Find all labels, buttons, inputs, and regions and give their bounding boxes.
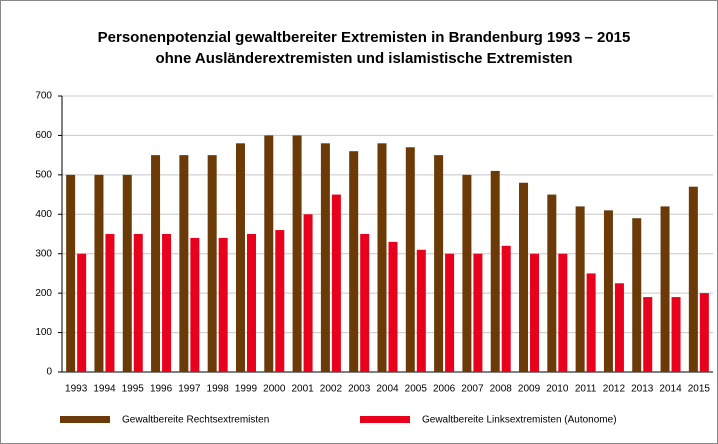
x-tick-label: 2015 (688, 384, 711, 395)
x-tick-label: 2013 (631, 384, 654, 395)
bar (586, 273, 596, 372)
y-tick-label: 200 (35, 288, 52, 299)
bar (77, 253, 87, 372)
x-tick-label: 1999 (235, 384, 258, 395)
x-tick-label: 2000 (263, 384, 286, 395)
bar (603, 210, 613, 372)
x-tick-label: 2008 (490, 384, 513, 395)
legend-label: Gewaltbereite Linksextremisten (Autonome… (422, 415, 617, 426)
bar (519, 182, 529, 372)
bar (105, 234, 115, 372)
bar (490, 170, 500, 372)
x-tick-label: 1993 (65, 384, 88, 395)
x-tick-label: 2005 (405, 384, 428, 395)
bar (558, 253, 568, 372)
bar (501, 245, 511, 372)
y-tick-label: 700 (35, 91, 52, 102)
bar (162, 234, 172, 372)
y-tick-label: 500 (35, 169, 52, 180)
bar (246, 234, 256, 372)
y-tick-label: 100 (35, 327, 52, 338)
bar (235, 143, 245, 372)
bar (699, 293, 709, 372)
bar (218, 237, 228, 372)
bar (530, 253, 540, 372)
bar (303, 214, 313, 372)
x-tick-label: 2010 (546, 384, 569, 395)
y-tick-label: 0 (46, 367, 52, 378)
x-tick-label: 2004 (376, 384, 399, 395)
x-tick-label: 2014 (659, 384, 682, 395)
bar (360, 234, 370, 372)
legend-swatch (360, 416, 410, 423)
x-tick-label: 1998 (207, 384, 230, 395)
bar (331, 194, 341, 372)
bar (264, 135, 274, 372)
x-tick-label: 2003 (348, 384, 371, 395)
bar (377, 143, 387, 372)
y-tick-label: 600 (35, 130, 52, 141)
x-tick-label: 2002 (320, 384, 343, 395)
bar (462, 174, 472, 372)
bar (292, 135, 302, 372)
x-tick-label: 2009 (518, 384, 541, 395)
legend-swatch (60, 416, 110, 423)
x-tick-label: 2011 (575, 384, 597, 395)
bar (632, 218, 642, 372)
bar (688, 186, 698, 372)
x-tick-label: 2007 (461, 384, 484, 395)
x-tick-label: 1997 (178, 384, 201, 395)
x-tick-label: 1994 (93, 384, 116, 395)
bar (133, 234, 143, 372)
bar (660, 206, 670, 372)
bar (66, 174, 76, 372)
bar (151, 155, 161, 372)
bar (405, 147, 415, 372)
bar (349, 151, 359, 372)
bar (643, 297, 653, 372)
bar (434, 155, 444, 372)
y-tick-label: 400 (35, 209, 52, 220)
x-tick-label: 2006 (433, 384, 456, 395)
legend-label: Gewaltbereite Rechtsextremisten (122, 415, 269, 426)
y-tick-label: 300 (35, 248, 52, 259)
bar (320, 143, 330, 372)
bar (547, 194, 557, 372)
bar (94, 174, 104, 372)
bar (575, 206, 585, 372)
bar (445, 253, 455, 372)
bar (388, 241, 398, 372)
bar (207, 155, 217, 372)
bar (122, 174, 132, 372)
bar (179, 155, 189, 372)
bar (190, 237, 200, 372)
bar (473, 253, 483, 372)
chart-subtitle: ohne Ausländerextremisten und islamistis… (155, 50, 572, 67)
x-tick-label: 1996 (150, 384, 173, 395)
chart-title: Personenpotenzial gewaltbereiter Extremi… (98, 29, 631, 46)
x-tick-label: 2001 (291, 384, 314, 395)
bar (275, 230, 285, 372)
bar (614, 283, 624, 372)
x-tick-label: 1995 (122, 384, 145, 395)
x-tick-label: 2012 (603, 384, 626, 395)
bar (671, 297, 681, 372)
bar (416, 249, 426, 372)
